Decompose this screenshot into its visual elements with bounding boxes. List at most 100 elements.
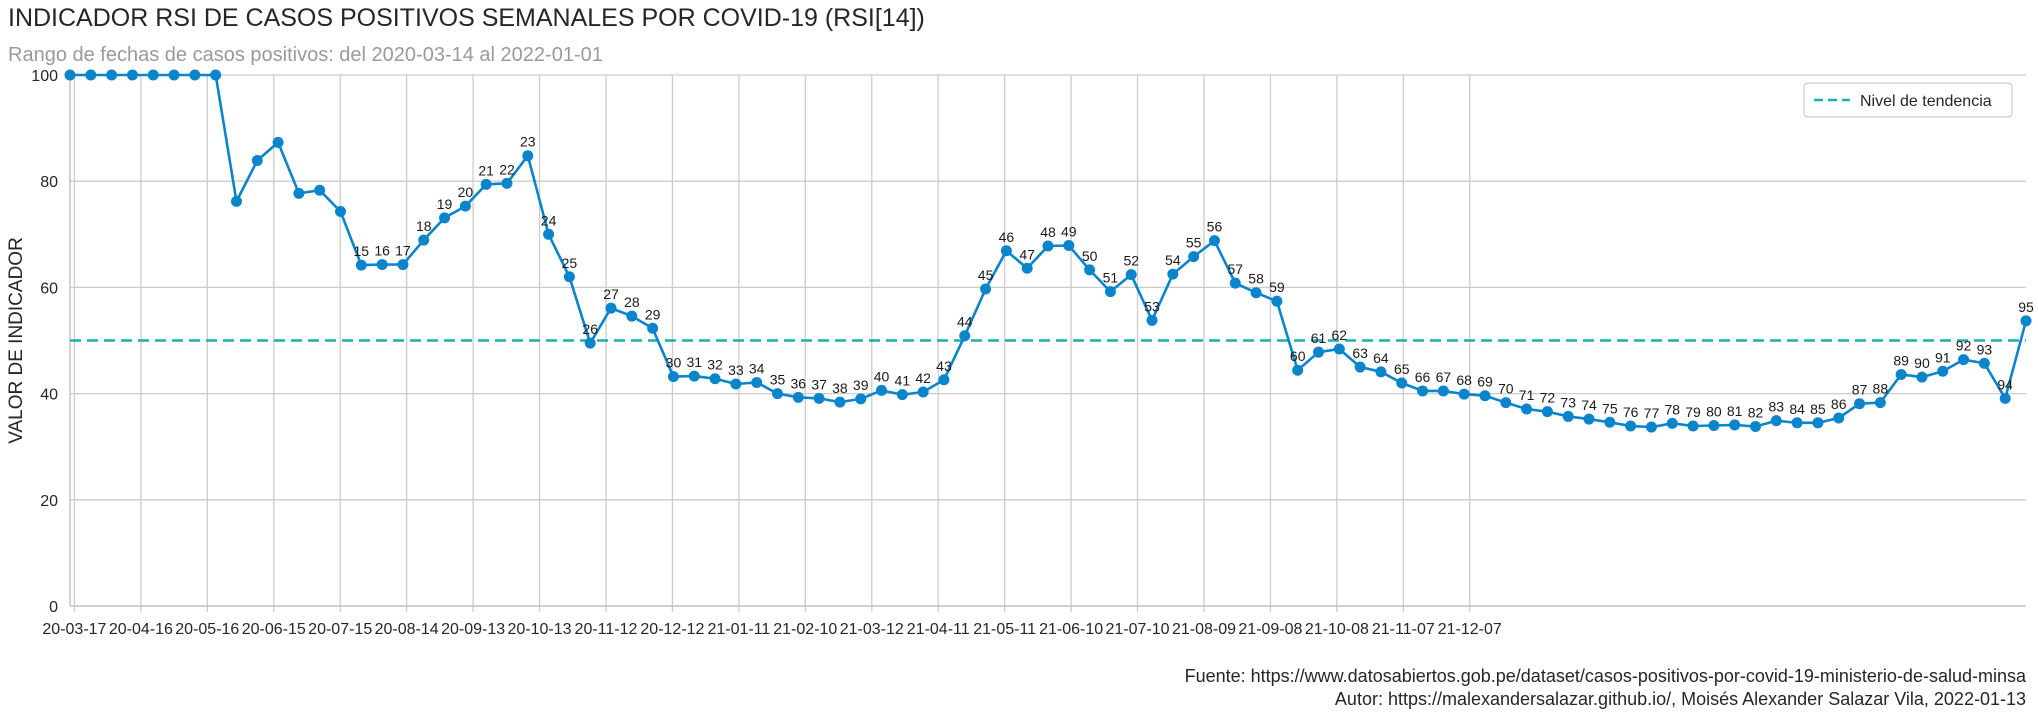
data-point (876, 384, 888, 396)
point-label: 95 (2018, 299, 2034, 315)
data-point (771, 388, 783, 400)
data-point (584, 337, 596, 349)
data-point (1063, 239, 1075, 251)
data-point (1313, 346, 1325, 358)
point-label: 89 (1893, 352, 1909, 368)
data-point (1021, 262, 1033, 274)
data-point (293, 187, 305, 199)
data-point (1583, 413, 1595, 425)
data-point (126, 69, 138, 81)
point-label: 53 (1144, 298, 1160, 314)
data-point (1729, 419, 1741, 431)
point-label: 50 (1082, 248, 1098, 264)
point-label: 93 (1977, 341, 1993, 357)
x-tick-label: 20-05-16 (175, 621, 239, 638)
data-point (1541, 406, 1553, 418)
data-point (501, 177, 513, 189)
x-tick-label: 21-03-12 (840, 621, 904, 638)
point-label: 34 (749, 360, 765, 376)
point-label: 57 (1227, 261, 1243, 277)
data-point (355, 259, 367, 271)
point-label: 26 (582, 321, 598, 337)
point-label: 49 (1061, 223, 1077, 239)
point-label: 75 (1602, 400, 1618, 416)
point-label: 43 (936, 358, 952, 374)
footer-source: Fuente: https://www.datosabiertos.gob.pe… (1184, 666, 2026, 686)
x-tick-label: 21-06-10 (1039, 621, 1103, 638)
point-label: 62 (1332, 327, 1348, 343)
data-point (1104, 286, 1116, 298)
data-point (1479, 390, 1491, 402)
data-point (1292, 364, 1304, 376)
data-point (189, 69, 201, 81)
point-label: 37 (811, 376, 827, 392)
point-label: 51 (1103, 270, 1119, 286)
data-point (1895, 368, 1907, 380)
data-point (1937, 365, 1949, 377)
data-point (272, 136, 284, 148)
data-point (1874, 397, 1886, 409)
data-point (1833, 412, 1845, 424)
point-label: 45 (978, 267, 994, 283)
data-point (1999, 392, 2011, 404)
data-point (1208, 235, 1220, 247)
point-label: 86 (1831, 396, 1847, 412)
point-label: 71 (1519, 387, 1535, 403)
data-point (813, 392, 825, 404)
x-tick-label: 21-05-11 (973, 621, 1036, 638)
point-label: 92 (1956, 338, 1972, 354)
point-label: 25 (562, 255, 578, 271)
x-tick-label: 21-08-09 (1172, 621, 1236, 638)
point-label: 82 (1748, 405, 1764, 421)
y-tick-label: 60 (40, 280, 58, 297)
x-tick-label: 21-04-11 (907, 621, 970, 638)
data-point (605, 302, 617, 314)
x-tick-label: 20-10-13 (508, 621, 572, 638)
x-tick-label: 21-10-08 (1305, 621, 1369, 638)
x-tick-label: 20-03-17 (42, 621, 106, 638)
data-point (1666, 417, 1678, 429)
data-point (1250, 287, 1262, 299)
data-point (1396, 377, 1408, 389)
point-label: 35 (770, 372, 786, 388)
point-label: 73 (1560, 394, 1576, 410)
data-point (1770, 415, 1782, 427)
point-label: 61 (1311, 330, 1327, 346)
data-point (730, 378, 742, 390)
point-label: 23 (520, 134, 536, 150)
point-label: 15 (354, 243, 370, 259)
data-point (1125, 269, 1137, 281)
data-point (439, 212, 451, 224)
point-label: 29 (645, 306, 661, 322)
data-point (1417, 385, 1429, 397)
data-point (1167, 268, 1179, 280)
y-tick-label: 40 (40, 387, 58, 404)
data-point (1042, 240, 1054, 252)
point-label: 38 (832, 380, 848, 396)
data-point (626, 310, 638, 322)
data-point (1229, 277, 1241, 289)
footer-author: Autor: https://malexandersalazar.github.… (1334, 689, 2026, 709)
data-point (335, 205, 347, 217)
point-label: 21 (478, 162, 494, 178)
data-point (751, 376, 763, 388)
point-label: 69 (1477, 374, 1493, 390)
data-point (1437, 385, 1449, 397)
data-point (1000, 245, 1012, 257)
point-label: 17 (395, 243, 411, 259)
y-tick-label: 20 (40, 493, 58, 510)
point-label: 67 (1436, 369, 1452, 385)
point-label: 39 (853, 377, 869, 393)
data-point (1375, 366, 1387, 378)
point-label: 28 (624, 294, 640, 310)
data-point (230, 195, 242, 207)
data-point (980, 283, 992, 295)
data-point (85, 69, 97, 81)
x-tick-label: 21-12-07 (1438, 621, 1502, 638)
point-label: 84 (1789, 401, 1805, 417)
x-tick-label: 20-08-14 (375, 621, 439, 638)
data-point (792, 391, 804, 403)
x-tick-label: 21-09-08 (1238, 621, 1302, 638)
